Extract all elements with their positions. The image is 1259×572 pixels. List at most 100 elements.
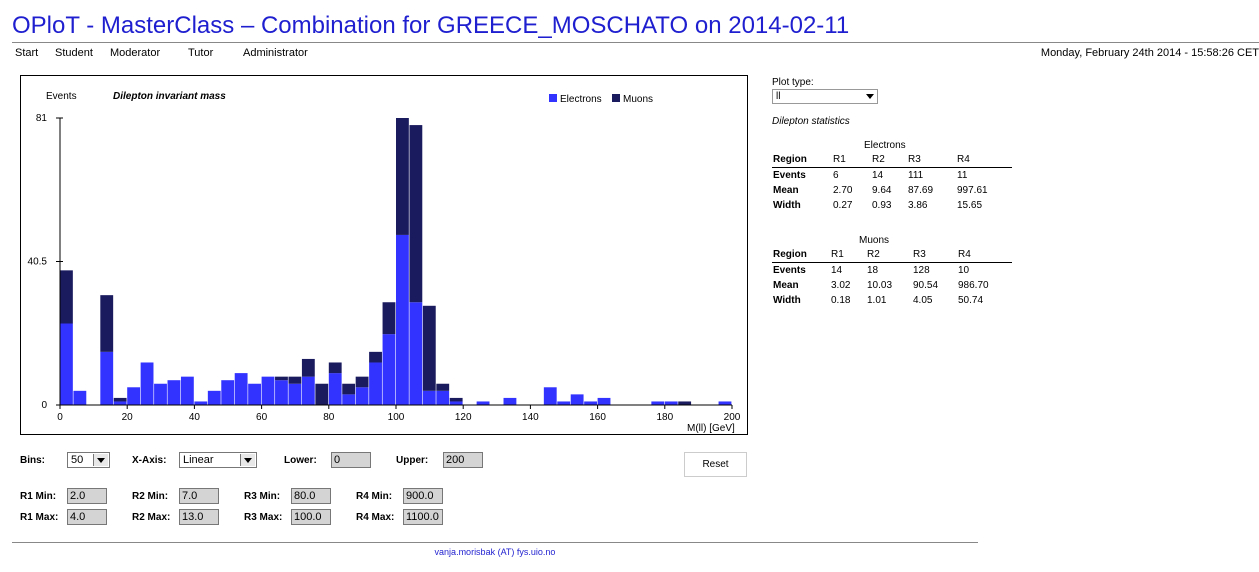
bar-electrons-37 [557, 401, 571, 405]
histogram-chart: Events Dilepton invariant mass Electrons… [20, 75, 748, 435]
x-tick-label-4: 80 [323, 412, 335, 423]
r2-max-label: R2 Max: [132, 512, 171, 523]
electrons-cell-2-0: Mean [773, 185, 799, 196]
muons-cell-2-4: 986.70 [958, 280, 989, 291]
xaxis-label: X-Axis: [132, 455, 167, 466]
bar-muons-27 [422, 305, 436, 391]
bar-muons-20 [328, 362, 342, 374]
r2-max-input[interactable]: 13.0 [179, 509, 219, 525]
upper-input[interactable]: 200 [443, 452, 483, 468]
r2-min-label: R2 Min: [132, 491, 169, 502]
x-tick-label-6: 120 [455, 412, 472, 423]
r4-max-label: R4 Max: [356, 512, 395, 523]
bar-electrons-27 [422, 390, 436, 405]
bar-electrons-20 [328, 373, 342, 405]
bar-electrons-29 [449, 401, 463, 405]
x-tick-label-2: 40 [189, 412, 201, 423]
nav-tutor[interactable]: Tutor [188, 47, 214, 59]
bar-electrons-31 [476, 401, 490, 405]
nav-administrator[interactable]: Administrator [243, 47, 308, 59]
bar-muons-46 [678, 401, 692, 405]
reset-button[interactable]: Reset [684, 452, 747, 477]
bar-electrons-8 [167, 380, 181, 405]
legend-muons-swatch [612, 94, 620, 102]
muons-cell-2-2: 10.03 [867, 280, 893, 291]
bar-electrons-21 [342, 394, 356, 405]
header-divider [12, 42, 1259, 43]
r3-min-label: R3 Min: [244, 491, 281, 502]
bar-electrons-3 [100, 351, 114, 405]
muons-cell-2-0: Mean [773, 280, 799, 291]
plot-type-select[interactable]: ll [772, 89, 878, 104]
muons-cell-2-1: 3.02 [831, 280, 851, 291]
bar-electrons-49 [718, 401, 732, 405]
bar-muons-4 [113, 397, 127, 402]
bar-electrons-39 [584, 401, 597, 405]
r1-min-input[interactable]: 2.0 [67, 488, 107, 504]
bar-electrons-5 [127, 387, 141, 405]
bar-muons-0 [60, 270, 73, 324]
y-tick-label-1: 40.5 [28, 257, 48, 268]
r4-min-label: R4 Min: [356, 491, 393, 502]
electrons-cell-1-0: Events [773, 170, 806, 181]
bar-muons-24 [382, 302, 396, 335]
r3-max-input[interactable]: 100.0 [291, 509, 331, 525]
x-tick-label-1: 20 [122, 412, 134, 423]
electrons-cell-1-3: 111 [908, 170, 924, 181]
bar-electrons-15 [261, 376, 275, 405]
bins-label: Bins: [20, 455, 45, 466]
plot-type-label: Plot type: [772, 77, 814, 88]
page-title: OPloT - MasterClass – Combination for GR… [12, 12, 850, 39]
bins-select[interactable]: 50 [67, 452, 110, 468]
bar-electrons-23 [369, 362, 382, 405]
bar-muons-25 [396, 118, 409, 235]
electrons-cell-0-3: R3 [908, 154, 921, 165]
bar-muons-19 [315, 383, 329, 405]
bar-muons-21 [342, 383, 356, 395]
footer-divider [12, 542, 978, 543]
footer-email[interactable]: vanja.morisbak (AT) fys.uio.no [434, 547, 556, 557]
muons-cell-3-2: 1.01 [867, 295, 887, 306]
electrons-cell-1-1: 6 [833, 170, 839, 181]
electrons-cell-1-4: 11 [957, 170, 968, 181]
x-tick-label-8: 160 [589, 412, 606, 423]
bar-electrons-28 [436, 390, 450, 405]
chevron-down-icon [240, 454, 255, 466]
legend-muons-label: Muons [623, 94, 653, 105]
muons-caption: Muons [859, 235, 890, 246]
datetime: Monday, February 24th 2014 - 15:58:26 CE… [1040, 47, 1259, 59]
x-tick-label-7: 140 [522, 412, 539, 423]
bar-electrons-10 [194, 401, 208, 405]
nav-student[interactable]: Student [55, 47, 93, 59]
bar-muons-26 [409, 125, 423, 303]
r4-min-input[interactable]: 900.0 [403, 488, 443, 504]
electrons-cell-3-1: 0.27 [833, 200, 853, 211]
electrons-cell-3-2: 0.93 [872, 200, 892, 211]
electrons-cell-0-4: R4 [957, 154, 970, 165]
nav-start[interactable]: Start [15, 47, 39, 59]
muons-cell-0-4: R4 [958, 249, 971, 260]
muons-cell-3-1: 0.18 [831, 295, 851, 306]
electrons-cell-1-2: 14 [872, 170, 884, 181]
y-axis-label: Events [46, 91, 77, 102]
bar-electrons-25 [396, 234, 409, 405]
bar-electrons-18 [301, 376, 315, 405]
r2-min-input[interactable]: 7.0 [179, 488, 219, 504]
chart-title: Dilepton invariant mass [113, 91, 226, 102]
bar-electrons-13 [234, 373, 248, 405]
muons-cell-0-1: R1 [831, 249, 844, 260]
lower-input[interactable]: 0 [331, 452, 371, 468]
xaxis-select[interactable]: Linear [179, 452, 257, 468]
muons-cell-0-3: R3 [913, 249, 926, 260]
r1-max-input[interactable]: 4.0 [67, 509, 107, 525]
stats-title: Dilepton statistics [772, 116, 850, 127]
electrons-cell-2-2: 9.64 [872, 185, 892, 196]
chevron-down-icon [866, 94, 874, 99]
upper-label: Upper: [396, 455, 429, 466]
r4-max-input[interactable]: 1100.0 [403, 509, 443, 525]
r3-min-input[interactable]: 80.0 [291, 488, 331, 504]
nav-moderator[interactable]: Moderator [110, 47, 161, 59]
electrons-caption: Electrons [864, 140, 906, 151]
muons-cell-2-3: 90.54 [913, 280, 939, 291]
bar-muons-18 [301, 358, 315, 377]
